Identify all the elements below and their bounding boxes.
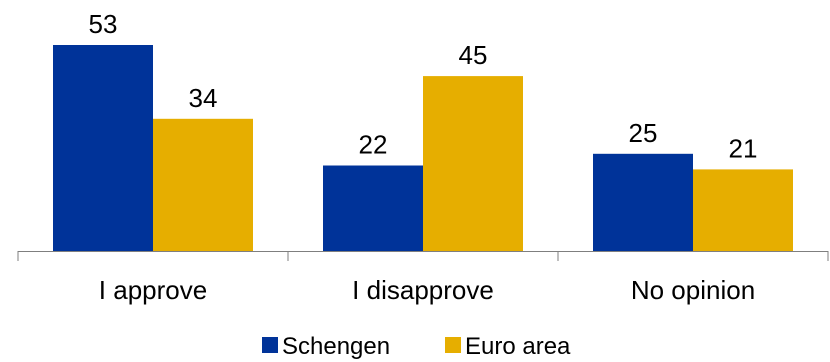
bar-schengen-i-disapprove — [323, 165, 423, 251]
bar-euro-area-i-approve — [153, 118, 253, 251]
data-label-schengen-i-approve: 53 — [89, 9, 118, 39]
bar-euro-area-no-opinion — [693, 169, 793, 251]
bar-schengen-i-approve — [53, 45, 153, 251]
x-axis — [17, 251, 829, 261]
data-label-schengen-no-opinion: 25 — [629, 118, 658, 148]
x-tick-labels: I approve I disapprove No opinion — [99, 275, 755, 305]
legend: Schengen Euro area — [262, 333, 571, 360]
data-label-euro-area-i-approve: 34 — [189, 83, 218, 113]
legend-swatch-euro-area — [445, 337, 461, 353]
legend-label-schengen: Schengen — [282, 333, 390, 360]
data-labels-layer: 53 34 22 45 25 21 — [89, 9, 758, 163]
legend-swatch-schengen — [262, 337, 278, 353]
bar-schengen-no-opinion — [593, 153, 693, 251]
x-tick-label-i-disapprove: I disapprove — [352, 275, 494, 305]
x-tick-label-i-approve: I approve — [99, 275, 207, 305]
bar-euro-area-i-disapprove — [423, 76, 523, 251]
data-label-euro-area-i-disapprove: 45 — [459, 40, 488, 70]
legend-label-euro-area: Euro area — [465, 333, 571, 360]
data-label-euro-area-no-opinion: 21 — [729, 133, 758, 163]
x-tick-label-no-opinion: No opinion — [631, 275, 755, 305]
data-label-schengen-i-disapprove: 22 — [359, 130, 388, 160]
bars-layer — [53, 45, 793, 251]
